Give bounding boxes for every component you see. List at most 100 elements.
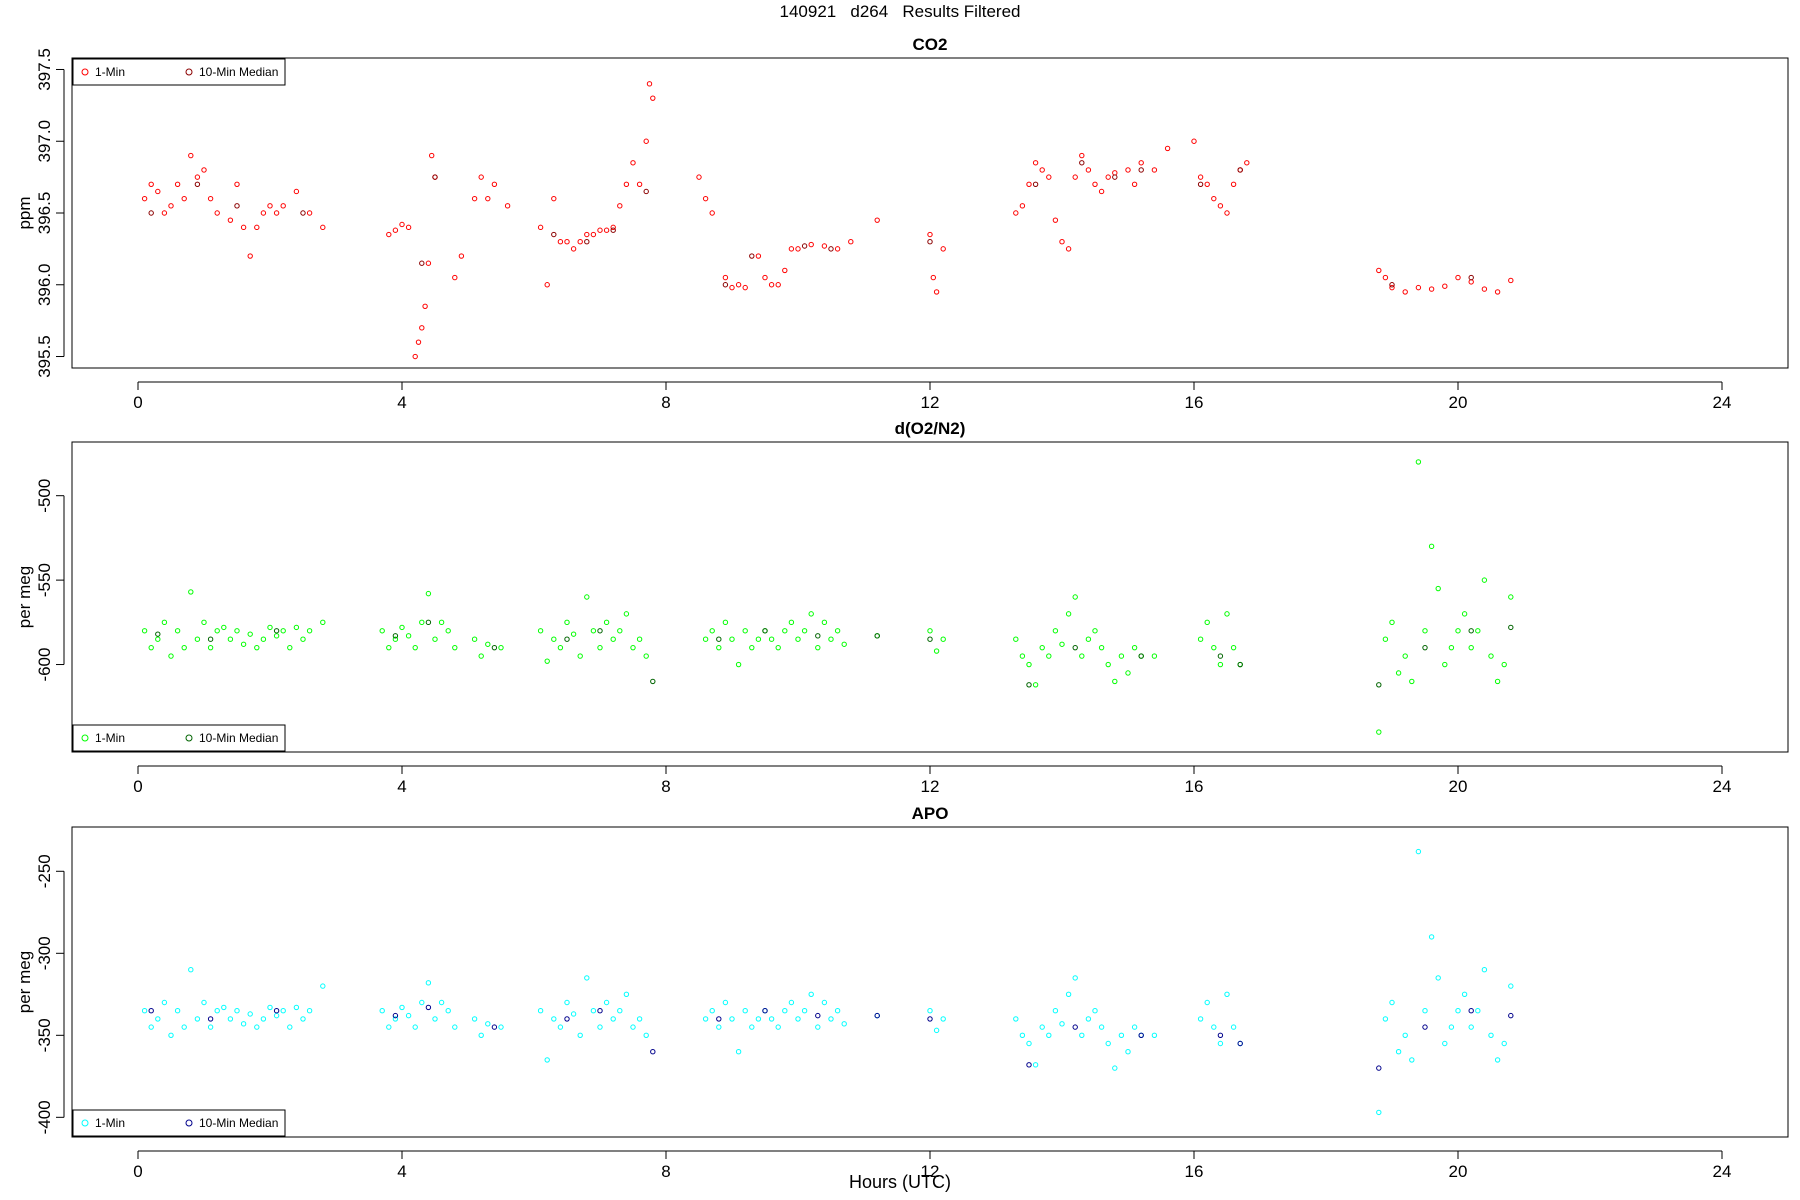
data-point: [927, 636, 933, 642]
data-point: [254, 644, 260, 651]
data-point: [234, 628, 240, 634]
data-point: [405, 224, 412, 231]
data-point: [425, 619, 432, 626]
data-point: [1138, 1032, 1144, 1039]
data-point: [801, 1008, 808, 1014]
series-1min: [141, 459, 1514, 735]
data-point: [1442, 661, 1448, 668]
data-point: [709, 210, 715, 216]
data-point: [1217, 1040, 1224, 1047]
data-point: [788, 999, 795, 1006]
data-point: [722, 282, 729, 288]
data-point: [782, 1008, 788, 1014]
page-title: 140921 d264 Results Filtered: [779, 2, 1021, 21]
data-point: [1468, 1008, 1474, 1014]
data-point: [841, 1021, 847, 1027]
data-point: [1402, 653, 1408, 659]
data-point: [181, 195, 187, 202]
data-point: [174, 181, 181, 187]
data-point: [1118, 653, 1125, 659]
data-point: [768, 282, 775, 288]
data-point: [247, 631, 253, 637]
x-tick-label: 16: [1185, 1162, 1204, 1181]
data-point: [207, 636, 214, 642]
data-point: [1092, 628, 1098, 634]
data-point: [1079, 160, 1085, 166]
data-point: [287, 1024, 293, 1030]
data-point: [267, 1004, 273, 1011]
chart-title: d(O2/N2): [895, 419, 966, 438]
data-point: [320, 983, 326, 989]
data-point: [399, 624, 405, 631]
legend-entry-label: 10-Min Median: [199, 65, 278, 79]
data-point: [293, 1004, 300, 1011]
data-point: [1026, 181, 1032, 187]
x-tick-label: 8: [661, 1162, 670, 1181]
data-point: [1072, 644, 1078, 651]
data-point: [940, 636, 946, 642]
data-point: [1376, 682, 1382, 688]
data-point: [1435, 975, 1441, 981]
x-tick-label: 12: [921, 777, 940, 796]
data-point: [1105, 661, 1111, 668]
data-point: [1448, 644, 1455, 651]
data-point: [1237, 661, 1243, 668]
data-point: [419, 325, 425, 331]
data-point: [643, 1032, 649, 1039]
data-point: [392, 1016, 399, 1022]
data-point: [267, 624, 273, 631]
data-point: [306, 210, 313, 216]
data-point: [1197, 174, 1204, 180]
data-point: [795, 1016, 801, 1022]
data-point: [742, 284, 748, 291]
data-point: [623, 611, 630, 617]
data-point: [485, 1021, 491, 1027]
data-point: [801, 243, 808, 249]
data-point: [1211, 644, 1217, 651]
data-point: [630, 644, 636, 651]
data-point: [544, 658, 550, 664]
data-point: [1422, 644, 1428, 651]
data-point: [478, 1032, 484, 1039]
data-point: [828, 246, 834, 252]
data-point: [1092, 1008, 1098, 1014]
data-point: [425, 980, 432, 986]
data-point: [1468, 279, 1474, 285]
y-axis-label: per meg: [15, 951, 34, 1013]
data-point: [1118, 1032, 1125, 1039]
data-point: [584, 231, 590, 238]
data-point: [273, 628, 280, 634]
data-point: [1376, 729, 1382, 735]
data-point: [141, 628, 148, 634]
data-point: [603, 227, 610, 233]
x-tick-label: 8: [661, 393, 670, 412]
data-point: [174, 1008, 181, 1014]
data-point: [564, 619, 570, 626]
data-point: [643, 138, 649, 144]
y-tick-label: 396.5: [35, 192, 54, 235]
chart-panel-3: APO per meg 0 4 8 12 16 20 24 -400 -350 -300 -250 1-M…: [15, 804, 1789, 1181]
data-point: [1389, 619, 1395, 626]
data-point: [590, 628, 597, 634]
y-tick-label: 397.0: [35, 120, 54, 163]
data-point: [570, 246, 577, 252]
data-point: [742, 1008, 748, 1014]
data-point: [1125, 670, 1131, 676]
data-point: [1382, 636, 1389, 642]
data-point: [148, 644, 154, 651]
data-point: [445, 1008, 451, 1014]
data-point: [141, 1008, 148, 1014]
data-point: [161, 210, 168, 216]
data-point: [775, 1024, 781, 1030]
data-point: [1065, 991, 1072, 998]
y-tick-label: -250: [35, 854, 54, 888]
legend-entry-label: 10-Min Median: [199, 731, 278, 745]
data-point: [452, 1024, 458, 1030]
data-point: [749, 644, 755, 651]
data-point: [300, 210, 306, 216]
data-point: [1224, 991, 1230, 998]
data-point: [392, 1012, 399, 1019]
data-point: [148, 181, 154, 187]
data-point: [227, 1016, 234, 1022]
